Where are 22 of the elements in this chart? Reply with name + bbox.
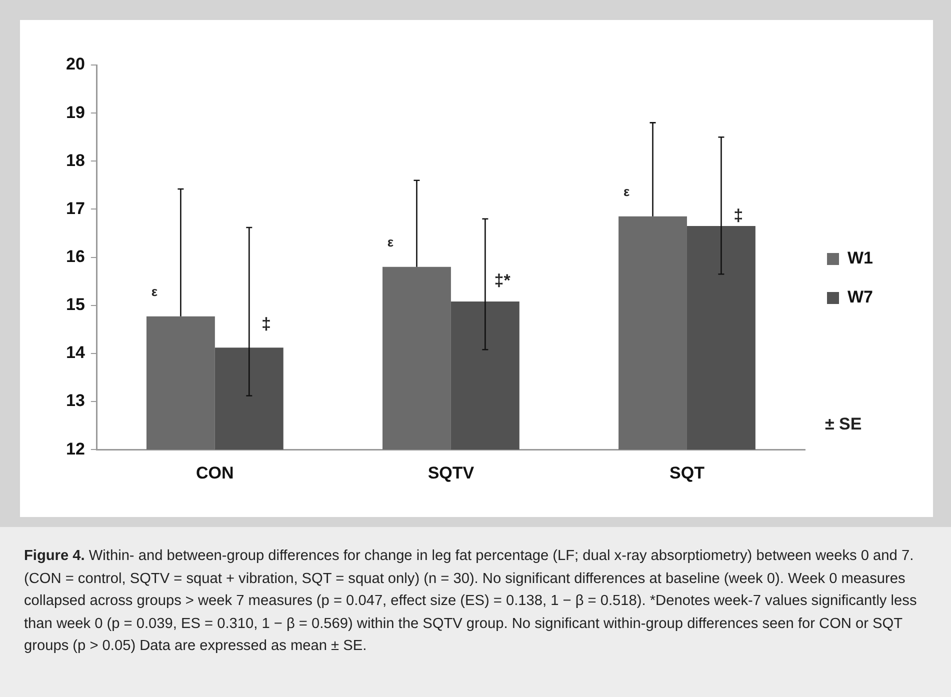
y-tick-label: 15 xyxy=(66,295,85,314)
y-tick-label: 19 xyxy=(66,102,85,122)
annotation: ‡ xyxy=(734,206,744,226)
text: ± SE xyxy=(825,414,862,434)
annotation: ε xyxy=(387,234,394,250)
x-tick-label: SQT xyxy=(670,463,706,482)
caption: Figure 4. Within- and between-group differences for change in leg fat percentage (LF; dual x-ray absorptiometry) between weeks 0 and 7. (CON = control, SQTV = squat + vibration, SQT = squat only) (n = 30). No significant differences at baseline (week 0). Week 0 measures collapsed across groups > week 7 measures (p = 0.047, effect size (ES) = 0.138, 1 − β = 0.518). *Denotes week-7 values significantly less than week 0 (p = 0.039, ES = 0.310, 1 − β = 0.569) within the SQTV group. No significant within-group differences seen for CON or SQT groups (p > 0.05) Data are expressed as mean ± SE. xyxy=(24,547,918,656)
y-tick-label: 18 xyxy=(66,150,85,170)
annotation: ε xyxy=(623,184,630,200)
x-tick-label: CON xyxy=(196,463,234,482)
annotation: ‡ xyxy=(262,314,271,334)
y-tick-label: 20 xyxy=(66,54,85,74)
legend-label: W1 xyxy=(848,248,873,268)
annotation: ‡* xyxy=(494,271,511,290)
y-tick-label: 13 xyxy=(66,391,85,410)
annotation: ε xyxy=(151,284,158,300)
x-tick-label: SQTV xyxy=(428,463,475,482)
y-tick-label: 12 xyxy=(66,439,85,458)
y-tick-label: 16 xyxy=(66,246,85,266)
y-tick-label: 14 xyxy=(66,343,86,362)
y-tick-label: 17 xyxy=(66,198,85,218)
legend-label: W7 xyxy=(848,288,873,307)
